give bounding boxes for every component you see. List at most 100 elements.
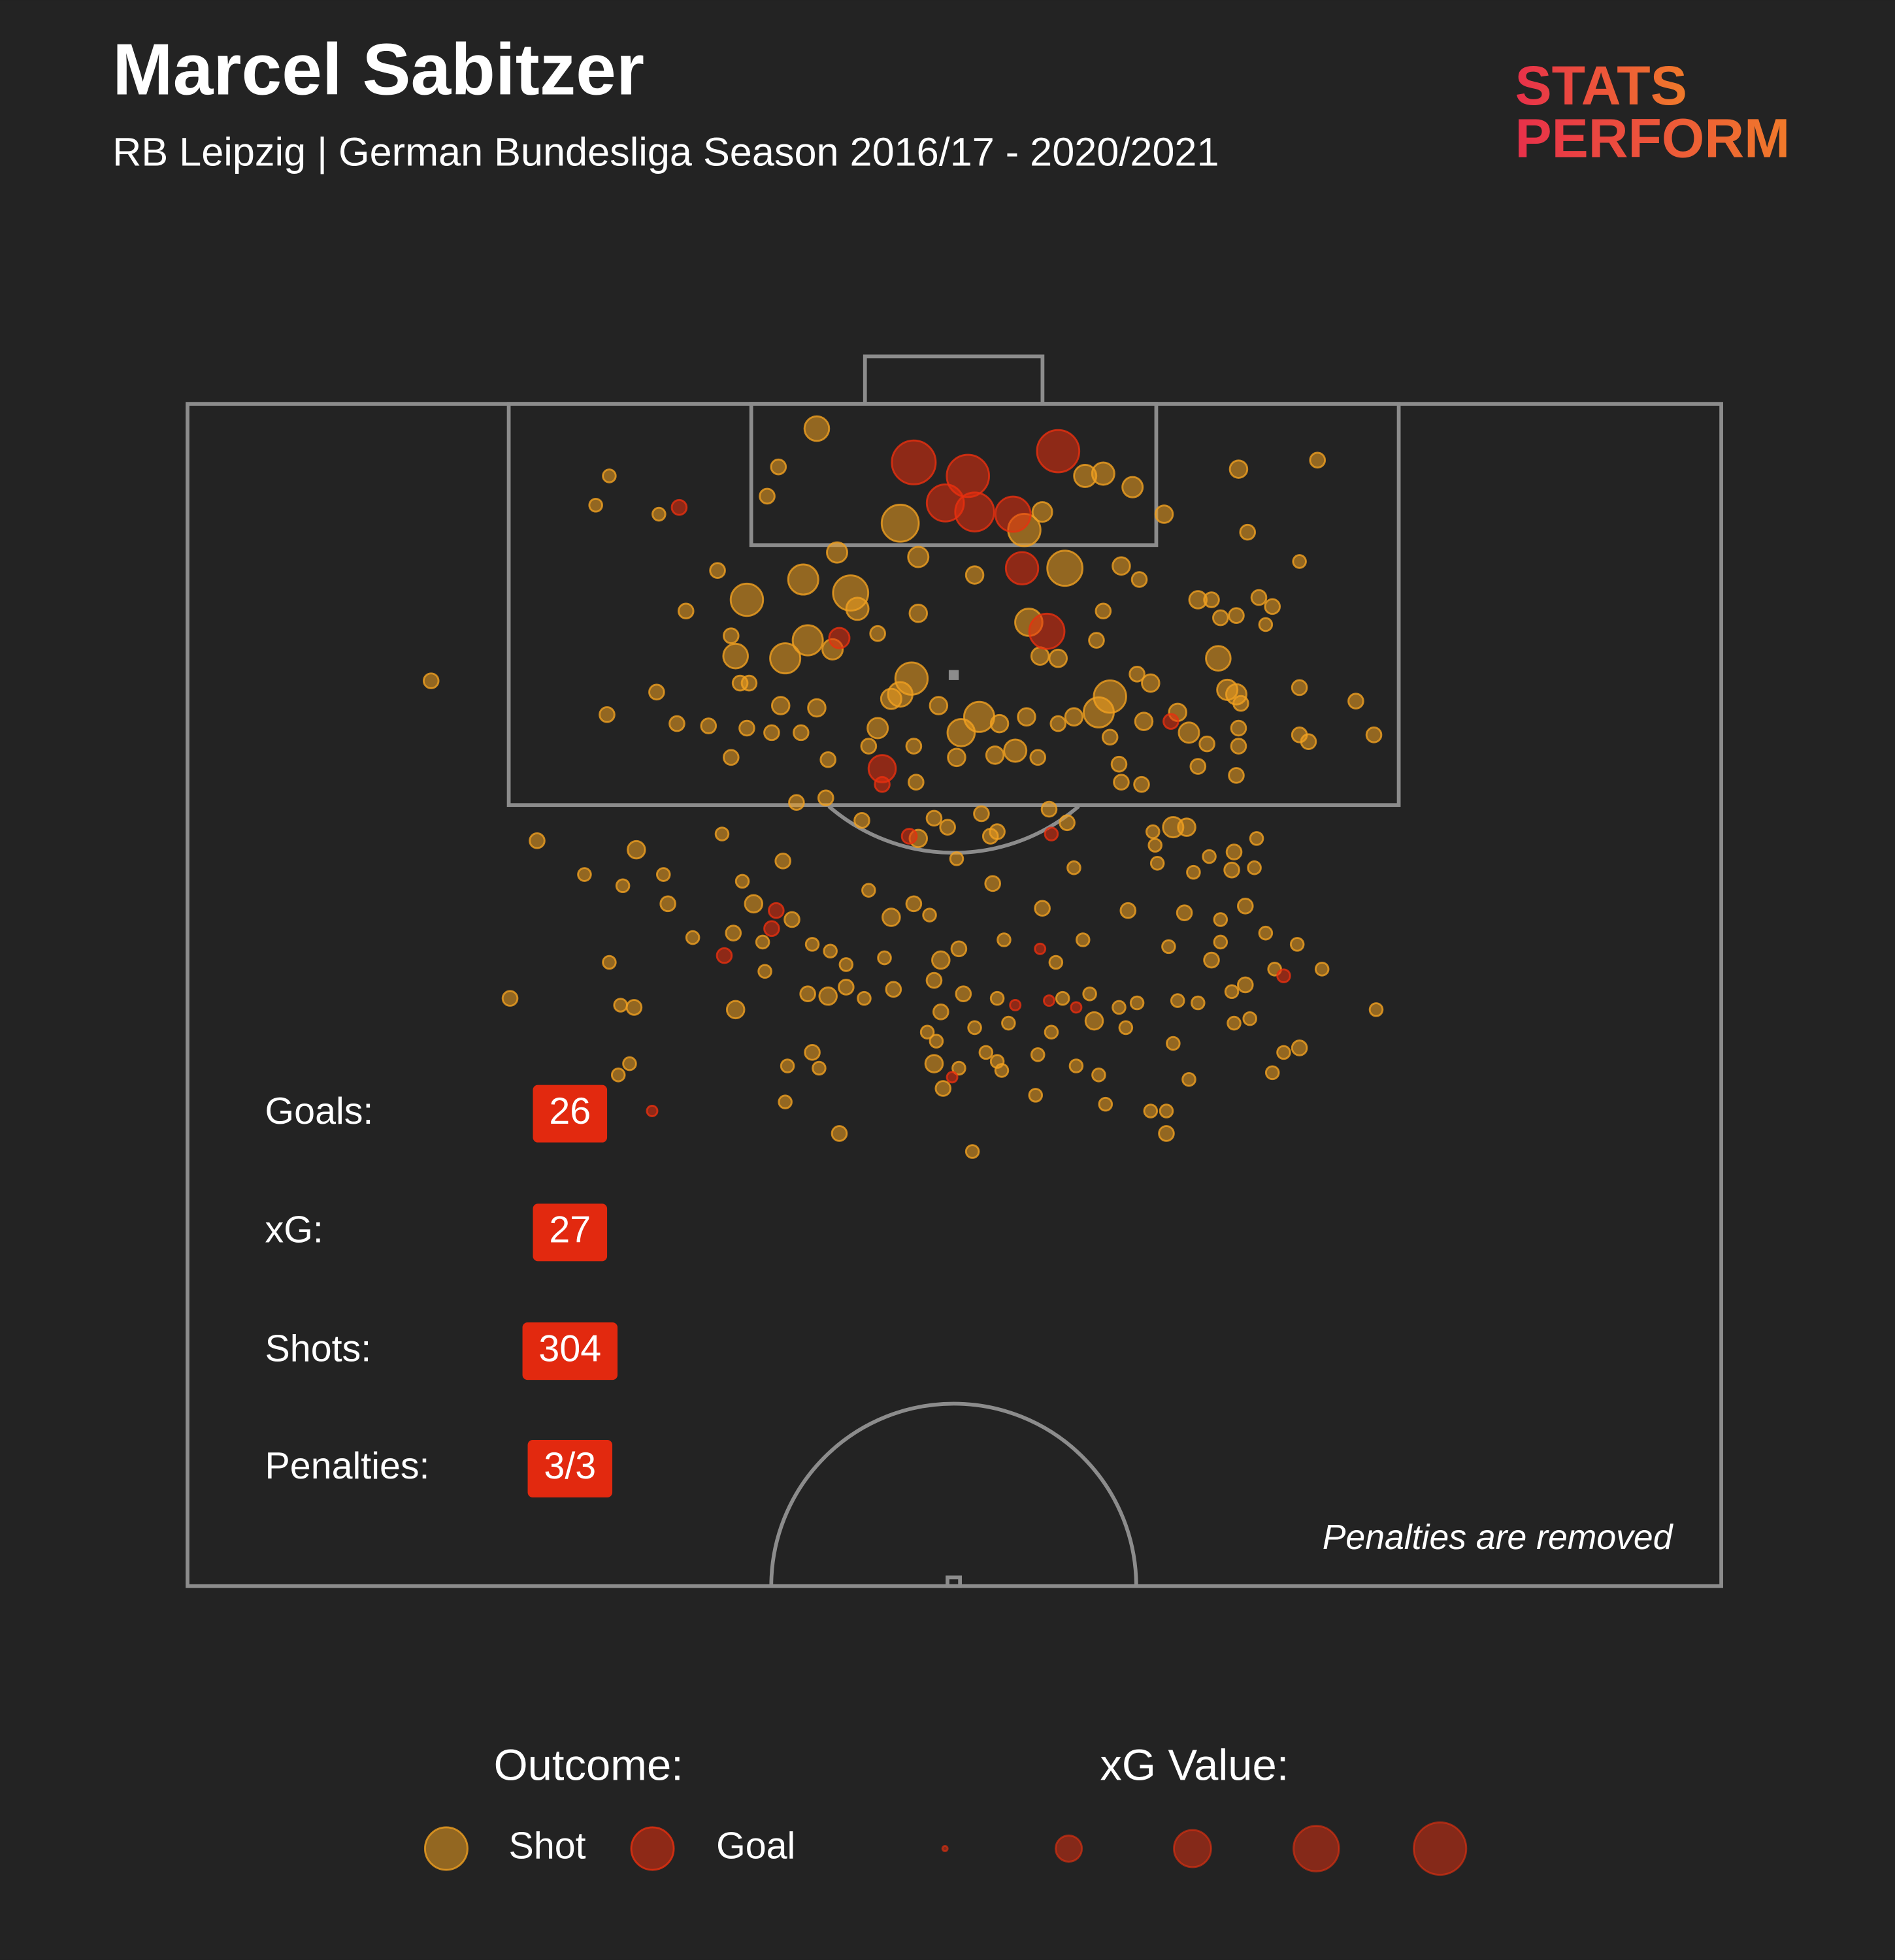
shot-marker <box>1291 679 1308 696</box>
shot-marker <box>1048 648 1068 668</box>
shot-marker <box>905 738 923 755</box>
shot-marker <box>1276 1045 1291 1060</box>
shot-marker <box>1082 986 1097 1002</box>
shot-marker <box>931 950 951 970</box>
shot-marker <box>978 1045 994 1060</box>
chart-title: Marcel Sabitzer <box>112 29 644 110</box>
shot-marker <box>907 546 930 568</box>
shot-marker <box>1048 955 1064 970</box>
goal-marker <box>994 495 1032 533</box>
shot-marker <box>1059 814 1076 832</box>
shot-marker <box>740 674 758 692</box>
shot-marker <box>826 541 849 564</box>
shot-marker <box>1147 838 1162 853</box>
legend-title: Outcome: <box>494 1741 684 1790</box>
shot-marker <box>602 468 617 483</box>
shot-marker <box>1095 602 1112 620</box>
shot-marker <box>1249 831 1264 846</box>
goal-marker <box>874 776 891 793</box>
shot-marker <box>1141 673 1161 693</box>
shot-marker <box>985 745 1005 765</box>
shot-marker <box>1213 912 1228 927</box>
shot-marker <box>949 851 964 866</box>
shot-marker <box>1003 738 1028 763</box>
shot-marker <box>804 1044 821 1061</box>
shot-marker <box>989 823 1006 840</box>
shot-marker <box>946 718 976 747</box>
shot-marker <box>588 497 603 513</box>
shot-marker <box>787 563 819 596</box>
shot-marker <box>677 602 695 620</box>
shot-marker <box>1228 459 1249 479</box>
shot-marker <box>1088 632 1105 649</box>
shot-marker <box>791 624 824 657</box>
shot-marker <box>908 774 925 791</box>
shot-marker <box>788 794 805 811</box>
stats: Goals: 26 xG: 27 Shots: 304 Penalties: 3/3 <box>265 1085 618 1497</box>
shot-marker <box>1291 1039 1308 1056</box>
shot-marker <box>1230 738 1247 755</box>
shot-marker <box>819 751 837 768</box>
shot-marker <box>1232 694 1249 712</box>
goal-marker <box>1028 612 1066 650</box>
goal-marker <box>1004 551 1040 585</box>
shot-marker <box>722 642 749 670</box>
shot-marker <box>989 713 1010 734</box>
shot-marker <box>1064 707 1084 727</box>
shot-marker <box>817 789 834 807</box>
shot-marker <box>744 894 764 914</box>
shot-marker <box>932 1004 949 1021</box>
shot-marker <box>1203 591 1220 608</box>
goal-marker <box>1044 826 1059 841</box>
stat-value: 26 <box>549 1090 591 1132</box>
shot-marker <box>1118 1020 1134 1036</box>
shot-marker <box>885 981 902 998</box>
stat-box <box>522 1322 618 1380</box>
shot-marker <box>1264 598 1281 615</box>
shot-marker <box>939 819 956 836</box>
shot-marker <box>729 582 765 617</box>
shot-marker <box>1159 1103 1174 1119</box>
shot-marker <box>853 812 870 829</box>
shot-marker <box>1258 617 1274 632</box>
goal-marker <box>891 439 937 485</box>
shot-marker <box>1119 902 1137 919</box>
shot-marker <box>613 998 628 1013</box>
shot-marker <box>964 1144 980 1159</box>
shot-marker <box>1112 556 1131 576</box>
shot-marker <box>861 883 876 898</box>
shot-marker <box>1225 843 1243 860</box>
shot-marker <box>738 719 755 737</box>
shot-marker <box>577 867 592 882</box>
legend-label: Shot <box>509 1825 586 1867</box>
shot-marker <box>1028 1088 1044 1103</box>
shot-marker <box>925 972 943 989</box>
shot-marker <box>1034 900 1051 917</box>
shot-marker <box>973 805 990 823</box>
shot-marker <box>1189 758 1207 775</box>
shot-marker <box>770 458 787 476</box>
shot-marker <box>1228 607 1245 624</box>
shot-marker <box>1134 711 1154 731</box>
shot-marker <box>994 1063 1010 1078</box>
shot-marker <box>929 1034 944 1049</box>
stat-box <box>533 1203 608 1262</box>
shot-marker <box>1110 755 1128 773</box>
logo: STATS PERFORM <box>1515 55 1790 169</box>
shot-marker <box>845 596 870 621</box>
shot-marker <box>1121 476 1144 498</box>
stat-value: 3/3 <box>544 1445 596 1487</box>
shot-marker <box>627 840 646 860</box>
goal-marker <box>1162 713 1179 730</box>
shot-marker <box>1055 990 1070 1006</box>
stat-value: 304 <box>538 1328 601 1369</box>
stat-label: Goals: <box>265 1090 374 1132</box>
shot-marker <box>1368 1002 1384 1017</box>
shot-marker <box>1154 504 1174 524</box>
goal-marker <box>1034 942 1047 955</box>
shot-marker <box>1149 856 1165 871</box>
shot-marker <box>1112 1000 1127 1015</box>
shot-marker <box>1040 800 1058 818</box>
shot-marker <box>668 715 685 732</box>
shot-marker <box>714 826 730 841</box>
